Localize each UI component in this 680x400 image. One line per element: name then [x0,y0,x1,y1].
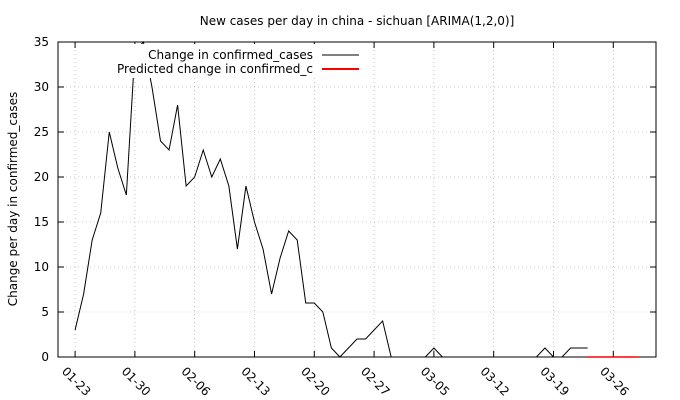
plot-border [57,41,657,358]
chart-title: New cases per day in china - sichuan [AR… [200,14,515,28]
y-axis-label: Change per day in confirmed_cases [6,92,20,307]
y-tick-label: 10 [34,260,49,274]
x-tick-label: 01-30 [119,364,154,399]
series [74,40,639,358]
x-tick-label: 01-23 [59,364,94,399]
x-tick-label: 03-05 [418,364,453,399]
grid [58,42,656,357]
x-tick-label: 02-27 [358,364,393,399]
y-tick-label: 25 [34,125,49,139]
legend-label: Predicted change in confirmed_c [117,62,313,76]
x-tick-label: 02-06 [179,364,214,399]
y-tick-label: 5 [41,305,49,319]
x-tick-label: 03-12 [478,364,513,399]
y-tick-label: 20 [34,170,49,184]
x-tick-label: 02-13 [238,364,273,399]
legend-background [100,44,365,78]
x-tick-label: 03-26 [597,364,632,399]
y-tick-label: 35 [34,35,49,49]
y-tick-label: 15 [34,215,49,229]
y-tick-label: 30 [34,80,49,94]
x-tick-label: 03-19 [537,364,572,399]
axes: 0 5 10 15 20 25 30 35 01-23 01-30 02-06 02-13 02-20 0… [34,35,657,399]
legend-label: Change in confirmed_cases [148,48,313,62]
y-tick-label: 0 [41,350,49,364]
series-line-confirmed [74,40,588,358]
x-tick-label: 02-20 [298,364,333,399]
